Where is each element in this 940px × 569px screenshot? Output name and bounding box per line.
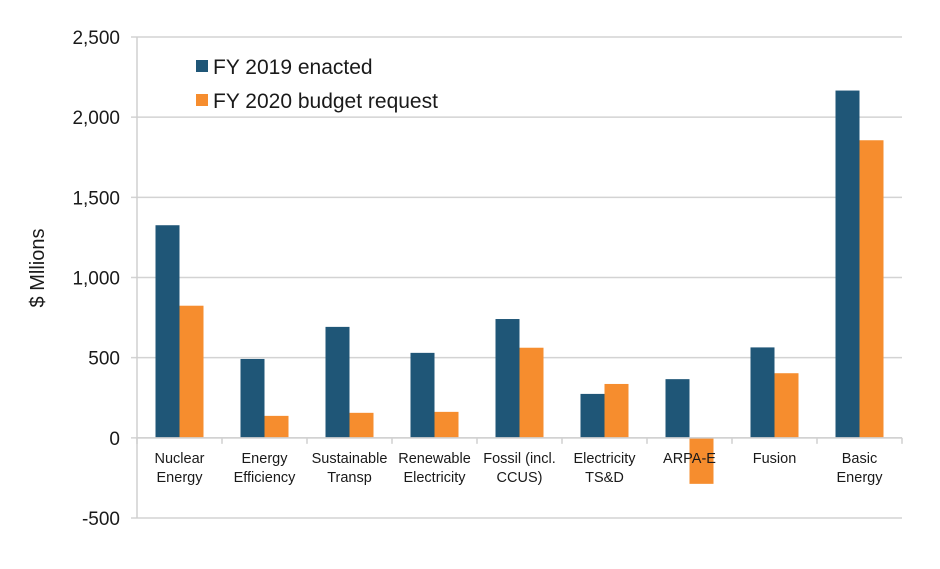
bar-fy2020 xyxy=(179,305,204,438)
x-tick-label: ARPA-E xyxy=(663,451,716,467)
legend: FY 2019 enacted FY 2020 budget request xyxy=(196,56,438,113)
bars xyxy=(155,90,884,484)
x-tick-label: Nuclear xyxy=(155,451,205,467)
bar-fy2019 xyxy=(665,379,690,438)
x-tick-label: Renewable xyxy=(398,451,471,467)
x-tick-label: TS&D xyxy=(585,470,624,486)
y-tick-label: 1,500 xyxy=(72,188,120,209)
bar-fy2019 xyxy=(580,393,605,438)
bar-fy2020 xyxy=(349,412,374,438)
x-tick-label: Energy xyxy=(157,470,204,486)
x-tick-label: Basic xyxy=(842,451,877,467)
y-tick-label: 1,000 xyxy=(72,269,120,290)
y-tick-label: 2,500 xyxy=(72,28,120,49)
y-tick-label: 0 xyxy=(109,429,120,450)
x-tick-label: Electricity xyxy=(403,470,466,486)
legend-swatch xyxy=(196,60,208,72)
y-tick-label: 2,000 xyxy=(72,108,120,129)
bar-fy2020 xyxy=(434,411,459,438)
x-tick-label: Efficiency xyxy=(234,470,297,486)
x-tick-label: Electricity xyxy=(573,451,636,467)
bar-fy2019 xyxy=(155,225,180,438)
x-tick-label: Fusion xyxy=(753,451,797,467)
bar-fy2019 xyxy=(325,326,350,438)
x-tick-label: Energy xyxy=(242,451,289,467)
bar-fy2020 xyxy=(519,347,544,438)
bar-fy2019 xyxy=(410,352,435,438)
bar-fy2019 xyxy=(495,319,520,438)
bar-fy2019 xyxy=(750,347,775,438)
x-tick-label: Fossil (incl. xyxy=(483,451,556,467)
legend-label: FY 2020 budget request xyxy=(213,90,438,113)
bar-fy2020 xyxy=(774,373,799,438)
x-tick-label: Transp xyxy=(327,470,372,486)
x-tick-label: Energy xyxy=(837,470,884,486)
bar-fy2019 xyxy=(835,90,860,438)
y-axis-title: $ Mllions xyxy=(27,229,49,308)
bar-fy2019 xyxy=(240,358,265,438)
x-axis xyxy=(136,437,903,444)
bar-fy2020 xyxy=(264,415,289,438)
y-tick-label: 500 xyxy=(88,349,120,370)
legend-label: FY 2019 enacted xyxy=(213,56,373,79)
bar-fy2020 xyxy=(604,383,629,438)
x-tick-label: CCUS) xyxy=(497,470,543,486)
bar-fy2020 xyxy=(859,140,884,438)
x-tick-label: Sustainable xyxy=(312,451,388,467)
y-axis: -500 0 500 1,000 1,500 2,000 2,500 xyxy=(72,28,138,530)
y-tick-label: -500 xyxy=(82,509,120,530)
category-labels: Nuclear Energy Energy Efficiency Sustainable… xyxy=(155,451,884,486)
bar-fy2020 xyxy=(689,437,714,484)
legend-swatch xyxy=(196,94,208,106)
